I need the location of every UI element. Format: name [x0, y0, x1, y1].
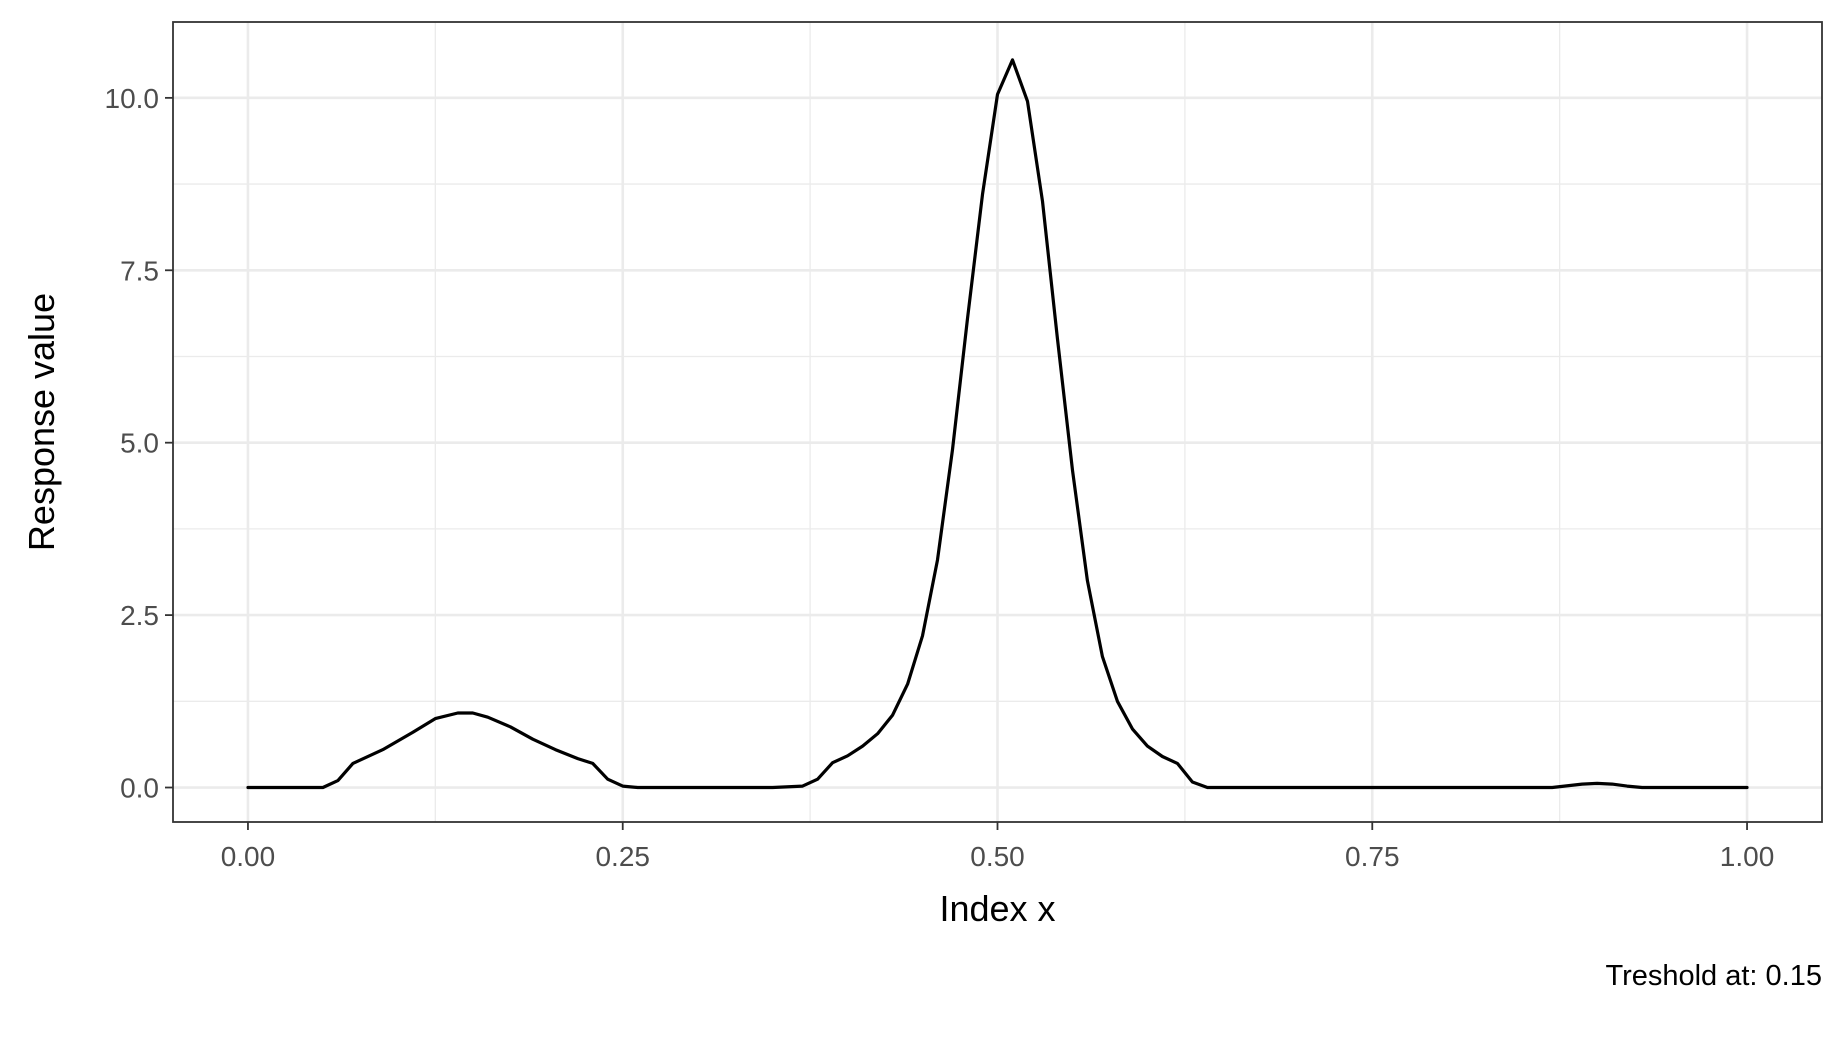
x-tick-label: 0.00	[221, 841, 276, 872]
y-tick-label: 7.5	[120, 255, 159, 286]
y-axis-title: Response value	[21, 293, 62, 551]
x-tick-label: 0.25	[595, 841, 650, 872]
x-tick-label: 0.50	[970, 841, 1025, 872]
y-tick-label: 0.0	[120, 773, 159, 804]
x-tick-label: 1.00	[1720, 841, 1775, 872]
minor-gridlines-x	[434, 22, 1561, 822]
y-tick-label: 10.0	[105, 83, 160, 114]
x-axis-title: Index x	[939, 888, 1055, 929]
y-tick-label: 5.0	[120, 428, 159, 459]
y-tick-label: 2.5	[120, 600, 159, 631]
response-line	[246, 58, 1749, 790]
major-gridlines-x	[246, 22, 1749, 822]
x-axis-ticks: 0.00 0.25 0.50 0.75 1.00	[221, 822, 1775, 872]
x-tick-label: 0.75	[1345, 841, 1400, 872]
y-axis-ticks: 0.0 2.5 5.0 7.5 10.0	[105, 83, 173, 804]
threshold-caption: Treshold at: 0.15	[1605, 960, 1822, 992]
